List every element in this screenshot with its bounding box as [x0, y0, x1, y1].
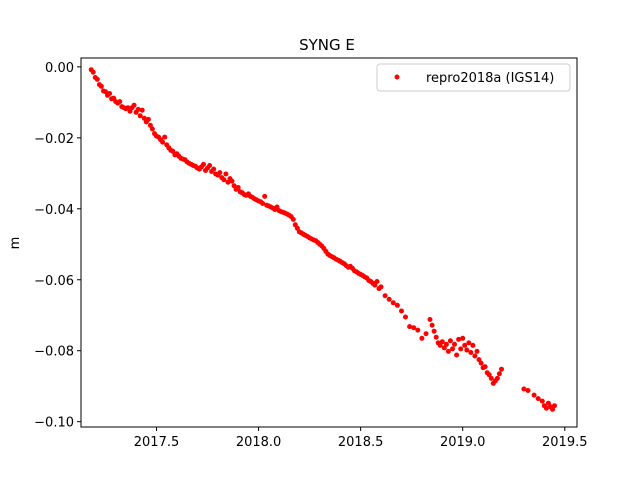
y-tick-label: −0.10	[34, 416, 74, 431]
data-point	[464, 347, 470, 353]
data-point	[290, 216, 296, 222]
data-point	[439, 339, 445, 345]
x-tick-label: 2017.5	[134, 435, 180, 450]
y-tick-label: 0.00	[45, 61, 74, 76]
data-point	[145, 116, 151, 122]
data-point	[221, 177, 227, 183]
data-point	[535, 396, 541, 402]
x-tick-label: 2019.0	[440, 435, 486, 450]
legend: repro2018a (IGS14)	[376, 63, 571, 92]
y-tick-label: −0.02	[34, 132, 74, 147]
data-point	[162, 134, 168, 140]
data-point	[223, 171, 229, 177]
data-point	[382, 293, 388, 299]
data-point	[552, 403, 557, 409]
data-point	[462, 342, 468, 348]
data-point	[525, 388, 531, 393]
data-point	[403, 314, 408, 320]
data-point	[135, 106, 141, 112]
data-point	[374, 279, 380, 284]
data-point	[90, 69, 96, 75]
data-point	[539, 398, 545, 404]
data-point	[262, 193, 268, 199]
data-point	[460, 335, 466, 341]
data-point	[378, 284, 384, 290]
data-point	[211, 166, 217, 172]
data-point	[433, 334, 439, 340]
plot-frame	[80, 57, 578, 428]
data-point	[447, 338, 453, 344]
data-point	[207, 163, 213, 168]
data-point	[429, 322, 435, 328]
data-point	[482, 364, 488, 370]
data-point	[431, 328, 437, 334]
data-point	[531, 392, 537, 398]
data-point	[98, 83, 104, 89]
data-point	[411, 325, 417, 331]
data-point	[235, 185, 241, 190]
data-point	[474, 348, 480, 354]
data-point	[149, 126, 155, 132]
data-point	[466, 340, 472, 346]
data-point	[458, 346, 464, 352]
data-point	[445, 348, 451, 354]
data-point	[470, 342, 476, 348]
data-point	[117, 99, 123, 105]
data-point	[472, 353, 478, 359]
legend-marker	[394, 74, 400, 80]
data-point	[419, 335, 425, 341]
data-point	[454, 352, 460, 358]
data-point	[139, 107, 145, 113]
y-axis-label: m	[8, 237, 23, 250]
data-point	[521, 386, 527, 392]
data-point	[499, 366, 504, 372]
data-point	[443, 341, 449, 347]
y-tick-label: −0.06	[34, 274, 74, 289]
y-tick-label: −0.04	[34, 203, 74, 218]
data-point	[496, 371, 502, 377]
x-tick-label: 2019.5	[542, 435, 588, 450]
data-point	[107, 91, 113, 96]
x-tick-label: 2018.5	[338, 435, 384, 450]
legend-box	[376, 63, 571, 92]
chart-title: SYNG E	[299, 36, 355, 54]
data-point	[494, 375, 500, 381]
y-tick-label: −0.08	[34, 345, 74, 360]
data-point	[415, 327, 421, 333]
points-layer	[88, 67, 557, 412]
data-point	[394, 302, 400, 308]
ticks-layer: 2017.5 2018.0 2018.5 2019.0 2019.5 0.00 −0.02 −…	[34, 61, 587, 450]
data-point	[543, 405, 549, 411]
data-point	[137, 113, 143, 119]
data-point	[488, 375, 494, 381]
data-point	[386, 296, 392, 302]
data-point	[131, 102, 137, 108]
x-tick-label: 2018.0	[236, 435, 282, 450]
data-point	[468, 350, 474, 355]
data-point	[217, 170, 223, 176]
data-point	[452, 341, 457, 347]
data-point	[456, 336, 462, 342]
data-point	[478, 360, 484, 366]
legend-entry-label: repro2018a (IGS14)	[426, 71, 554, 86]
data-point	[423, 331, 429, 337]
data-point	[427, 317, 433, 322]
data-point	[407, 324, 413, 330]
data-point	[450, 346, 455, 352]
data-point	[94, 76, 100, 82]
data-point	[390, 300, 396, 306]
data-point	[201, 161, 206, 167]
data-point	[160, 139, 166, 145]
data-point	[229, 178, 235, 184]
data-point	[399, 308, 404, 314]
data-point	[260, 201, 266, 206]
